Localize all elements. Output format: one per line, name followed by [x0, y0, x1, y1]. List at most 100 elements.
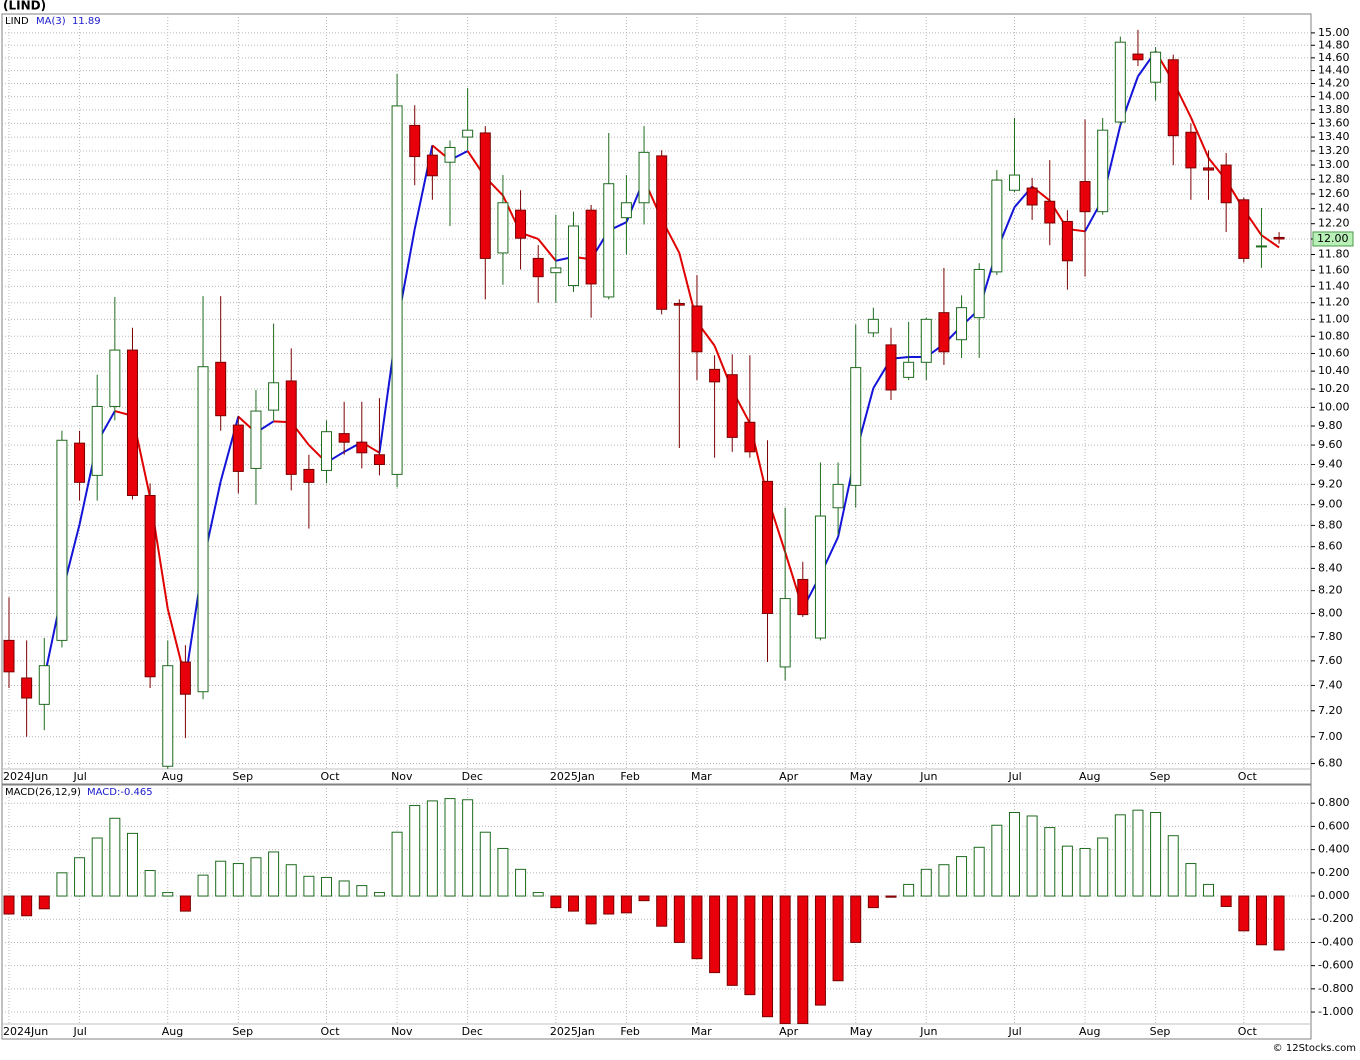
macd-bar	[1132, 809, 1144, 897]
x-tick-label: Aug	[162, 1025, 183, 1038]
candle-body	[338, 433, 350, 443]
x-tick-label: Mar	[691, 770, 712, 783]
macd-bar	[1026, 815, 1038, 897]
macd-bar	[91, 837, 103, 897]
x-tick-label: May	[850, 1025, 873, 1038]
candle-body	[179, 661, 191, 695]
macd-bar	[373, 892, 385, 897]
x-tick-label: Apr	[779, 1025, 799, 1038]
macd-bar	[515, 868, 527, 897]
macd-bar	[321, 876, 333, 897]
y-tick-label: 9.00	[1318, 498, 1343, 511]
legend-symbol: LIND	[5, 16, 29, 27]
y-tick-label: 11.40	[1318, 279, 1350, 292]
macd-bar	[1114, 814, 1126, 897]
macd-bar	[197, 874, 209, 897]
x-tick-label: Jun	[919, 1025, 937, 1038]
candle-body	[3, 639, 15, 673]
macd-bar	[426, 800, 438, 897]
macd-bar	[444, 798, 456, 897]
macd-bar	[956, 856, 968, 897]
macd-bar	[1220, 895, 1232, 907]
macd-bar	[920, 868, 932, 897]
y-tick-label: -0.200	[1318, 912, 1353, 925]
macd-bar	[285, 864, 297, 897]
candle-body	[1167, 59, 1179, 137]
x-tick-label: Apr	[779, 770, 799, 783]
candle-body	[56, 439, 68, 641]
macd-bar	[638, 895, 650, 902]
candle-body	[1150, 51, 1162, 83]
x-tick-label: 2024Jun	[3, 1025, 48, 1038]
candle-body	[515, 209, 527, 239]
macd-bar	[550, 895, 562, 909]
price-panel-frame	[1, 13, 1312, 785]
y-tick-label: 0.600	[1318, 819, 1350, 832]
x-tick-label: Oct	[321, 1025, 341, 1038]
macd-bar	[497, 847, 509, 897]
macd-bar	[1255, 895, 1267, 946]
macd-bar	[462, 799, 474, 897]
ma-segment	[1189, 116, 1210, 159]
y-tick-label: 10.60	[1318, 347, 1350, 360]
candle-body	[779, 598, 791, 668]
y-tick-label: -0.800	[1318, 982, 1353, 995]
candle-body	[303, 468, 315, 483]
macd-bar	[250, 857, 262, 897]
candle-body	[550, 267, 562, 274]
x-tick-label: Sep	[1150, 770, 1171, 783]
macd-legend: MACD:-0.465	[87, 787, 153, 798]
last-price-box	[1312, 231, 1354, 247]
candle-body	[215, 361, 227, 417]
candle-body	[726, 374, 738, 438]
macd-bar	[1238, 895, 1250, 932]
candle-body	[1079, 181, 1091, 213]
y-tick-label: 15.00	[1318, 26, 1350, 39]
candle-body	[567, 225, 579, 287]
candle-body	[373, 454, 385, 466]
candle-body	[532, 257, 544, 278]
candle-body	[903, 361, 915, 378]
candle-body	[867, 318, 879, 334]
y-tick-label: 7.20	[1318, 704, 1343, 717]
y-tick-label: -0.400	[1318, 935, 1353, 948]
y-tick-label: 13.00	[1318, 158, 1350, 171]
macd-bar	[179, 895, 191, 912]
candle-body	[268, 382, 280, 411]
macd-bar	[1203, 883, 1215, 897]
y-tick-label: 14.00	[1318, 90, 1350, 103]
macd-bar	[991, 824, 1003, 897]
y-tick-label: 14.40	[1318, 64, 1350, 77]
candle-body	[1132, 53, 1144, 61]
macd-bar	[762, 895, 774, 1018]
macd-bar	[268, 851, 280, 897]
y-tick-label: -0.600	[1318, 959, 1353, 972]
macd-bar	[409, 805, 421, 897]
footer: © 12Stocks.com	[1273, 1043, 1356, 1054]
macd-bar	[903, 883, 915, 897]
macd-bar	[74, 857, 86, 897]
x-tick-label: 2025Jan	[550, 1025, 595, 1038]
macd-bar	[1167, 835, 1179, 897]
candle-body	[1026, 187, 1038, 206]
y-tick-label: 7.80	[1318, 630, 1343, 643]
candle-body	[973, 268, 985, 319]
x-tick-label: Jul	[1007, 1025, 1021, 1038]
x-tick-label: Mar	[691, 1025, 712, 1038]
candle-body	[744, 421, 756, 453]
candle-body	[885, 344, 897, 391]
y-tick-label: 13.40	[1318, 130, 1350, 143]
y-tick-label: -1.000	[1318, 1005, 1353, 1018]
candle-body	[321, 431, 333, 471]
macd-bar	[1185, 863, 1197, 897]
candle-body	[814, 515, 826, 639]
macd-bar	[479, 831, 491, 897]
ma-segment	[537, 238, 557, 262]
y-tick-label: 9.60	[1318, 438, 1343, 451]
macd-bar	[162, 892, 174, 897]
x-tick-label: Aug	[1079, 770, 1100, 783]
candle-body	[1097, 129, 1109, 213]
y-tick-label: 14.20	[1318, 77, 1350, 90]
macd-bar	[38, 895, 50, 910]
